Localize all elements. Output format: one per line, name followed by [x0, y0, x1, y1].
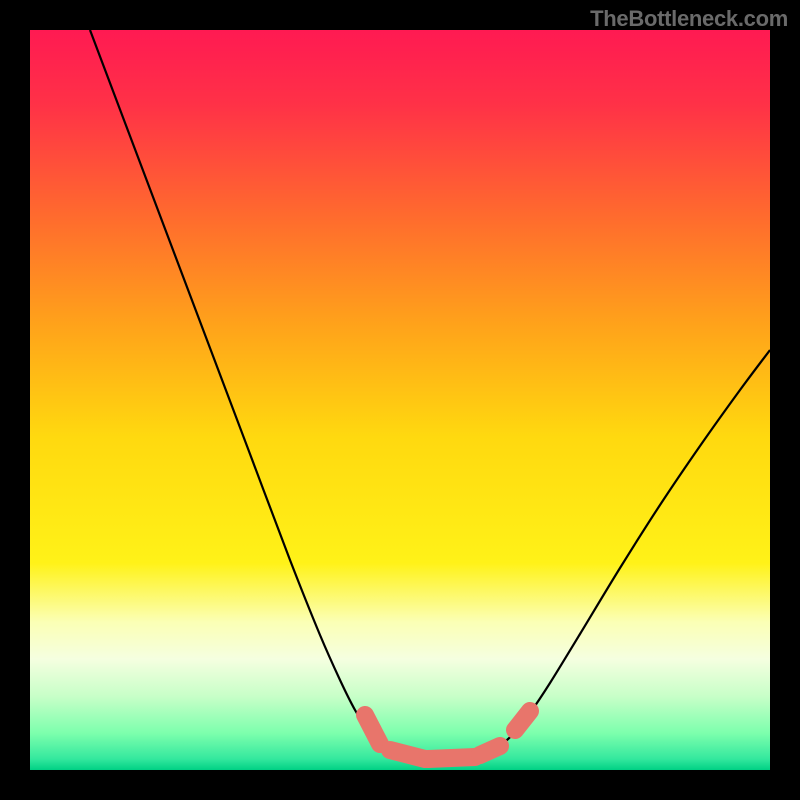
bottleneck-curve	[90, 30, 770, 759]
curve-markers	[365, 711, 530, 759]
watermark-text: TheBottleneck.com	[590, 6, 788, 32]
chart-curve-layer	[30, 30, 770, 770]
plot-area	[30, 30, 770, 770]
